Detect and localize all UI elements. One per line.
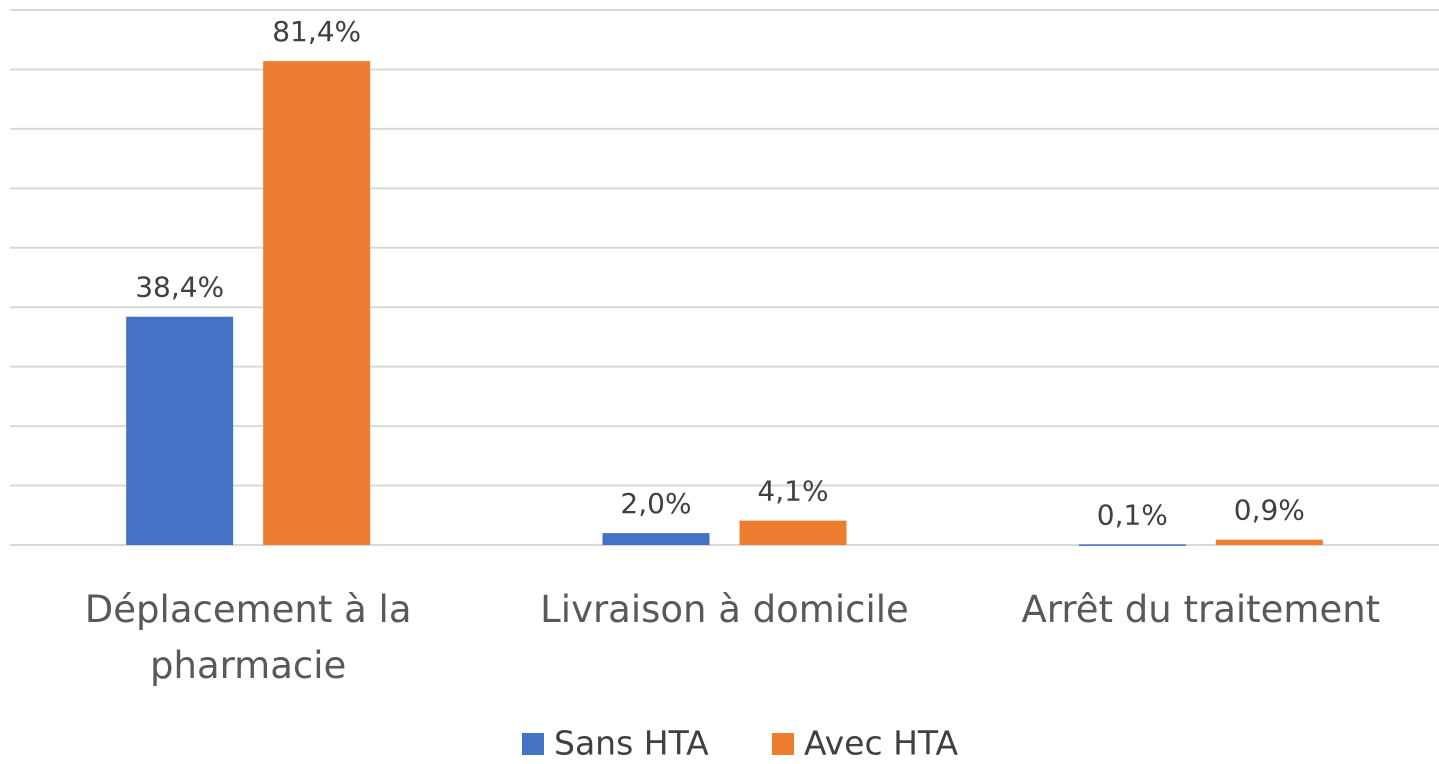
data-label: 4,1% xyxy=(757,475,828,508)
legend-label: Sans HTA xyxy=(554,724,709,763)
x-tick-label: Arrêt du traitement xyxy=(1021,588,1381,631)
data-label: 0,9% xyxy=(1234,494,1305,527)
data-label: 38,4% xyxy=(135,271,224,304)
data-label: 81,4% xyxy=(272,15,361,48)
legend-swatch xyxy=(522,733,544,755)
bar xyxy=(602,533,710,545)
bar xyxy=(739,520,847,545)
legend-label: Avec HTA xyxy=(804,724,959,763)
legend-swatch xyxy=(772,733,794,755)
bar xyxy=(1078,544,1186,546)
bar xyxy=(1215,539,1323,545)
x-tick-label: Déplacement à la pharmacie xyxy=(84,588,412,687)
x-tick-label: Livraison à domicile xyxy=(540,588,909,631)
data-label: 0,1% xyxy=(1097,498,1168,531)
data-label: 2,0% xyxy=(620,487,691,520)
bar xyxy=(126,316,234,545)
bar xyxy=(263,61,371,545)
